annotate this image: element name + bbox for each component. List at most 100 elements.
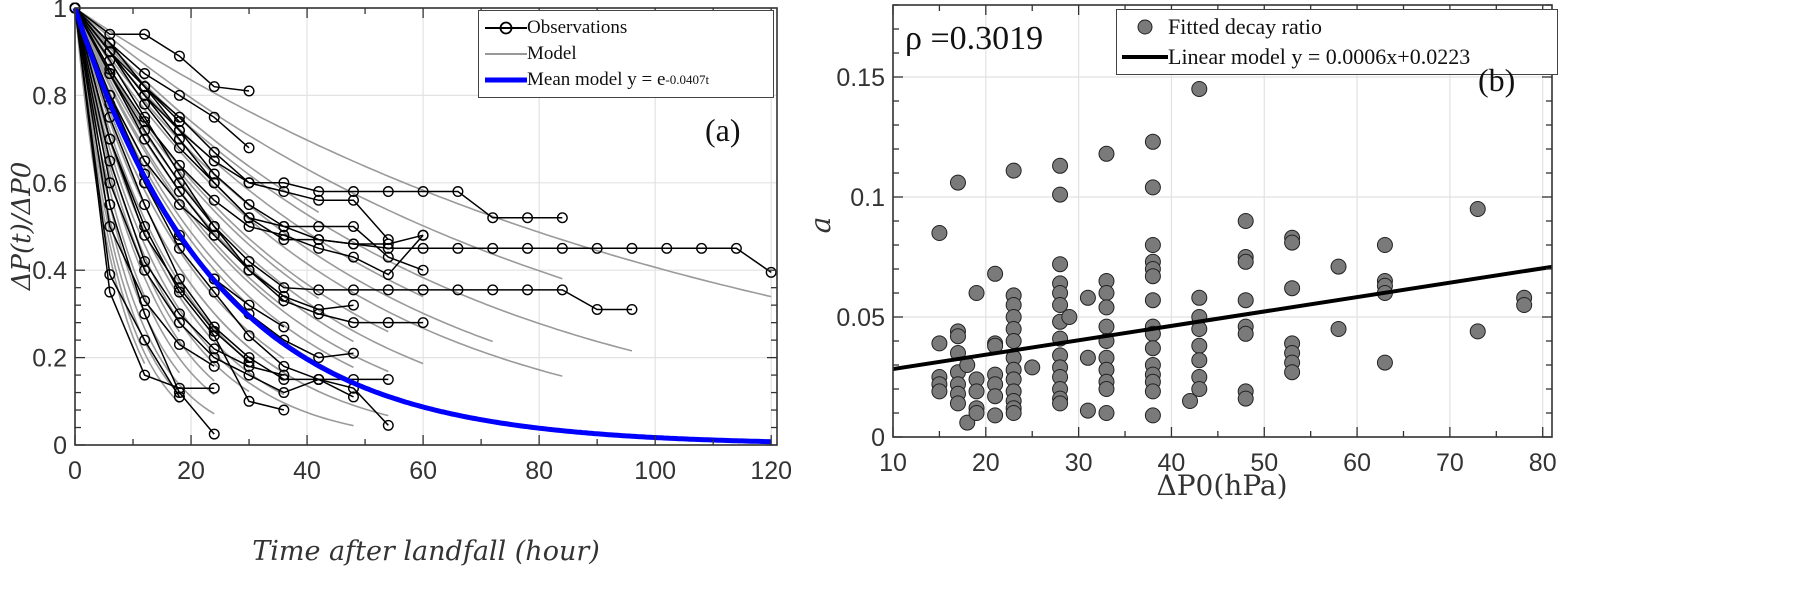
observation-line <box>74 7 563 219</box>
observation-point <box>278 177 290 189</box>
observation-point <box>208 360 220 372</box>
scatter-point <box>931 335 948 352</box>
observation-point <box>278 369 290 381</box>
model-curve <box>74 7 389 417</box>
observation-point <box>173 186 185 198</box>
observation-point <box>208 382 220 394</box>
observation-point <box>173 308 185 320</box>
model-curve <box>74 7 215 415</box>
observation-point <box>243 177 255 189</box>
observation-point <box>278 360 290 372</box>
observation-point <box>208 81 220 93</box>
scatter-point <box>1061 309 1078 325</box>
observation-point <box>173 338 185 350</box>
observation-point <box>626 242 638 254</box>
panel-b-scatter: 10 20 30 40 50 60 70 80 0 0.05 0.1 0.15 <box>836 4 1557 477</box>
observation-point <box>591 242 603 254</box>
scatter-point <box>1052 256 1069 273</box>
scatter-point <box>1191 81 1208 97</box>
observation-point <box>417 186 429 198</box>
observation-line <box>74 7 632 311</box>
scatter-point <box>1052 157 1069 174</box>
observation-point <box>173 177 185 189</box>
observation-line <box>74 7 424 271</box>
observation-point <box>173 133 185 145</box>
panel-b-y-axis-label: a <box>804 217 837 234</box>
observation-point <box>208 343 220 355</box>
legend-label: Linear model y = 0.0006x+0.0223 <box>1168 44 1471 69</box>
observation-point <box>104 37 116 49</box>
observation-point <box>382 234 394 246</box>
observation-point <box>139 369 151 381</box>
observation-point <box>522 284 534 296</box>
observation-point <box>347 186 359 198</box>
scatter-point <box>931 225 948 241</box>
observation-point <box>208 428 220 440</box>
observation-point <box>522 212 534 224</box>
observation-point <box>522 242 534 254</box>
observation-point <box>139 155 151 167</box>
model-curve <box>74 7 354 343</box>
observation-point <box>243 369 255 381</box>
observation-point <box>104 199 116 211</box>
panel-b-label: (b) <box>1478 62 1516 98</box>
observation-point <box>139 89 151 101</box>
observation-point <box>243 142 255 154</box>
x-tick-label: 20 <box>972 449 1000 477</box>
observation-point <box>347 347 359 359</box>
observation-point <box>278 404 290 416</box>
observation-point <box>173 142 185 154</box>
observation-point <box>278 290 290 302</box>
scatter-point <box>1005 333 1022 349</box>
observation-point <box>208 325 220 337</box>
y-tick-label: 0.15 <box>836 64 885 92</box>
scatter-point <box>1182 393 1199 409</box>
observation-point <box>382 317 394 329</box>
observation-point <box>139 229 151 241</box>
scatter-point <box>1284 280 1301 297</box>
observation-point <box>104 68 116 80</box>
scatter-point <box>1079 349 1096 366</box>
scatter-point <box>1144 133 1161 150</box>
observation-point <box>173 168 185 180</box>
x-tick-label: 70 <box>1436 449 1464 477</box>
x-tick-label: 60 <box>1343 449 1371 477</box>
observation-point <box>243 85 255 97</box>
observation-point <box>139 308 151 320</box>
observation-point <box>556 284 568 296</box>
legend-label: Model <box>527 43 577 64</box>
observation-point <box>208 177 220 189</box>
fit-line-icon <box>1122 55 1168 59</box>
observation-line <box>74 7 250 92</box>
observation-point <box>139 68 151 80</box>
observation-point <box>487 284 499 296</box>
observation-point <box>278 220 290 232</box>
scatter-marker-icon <box>1137 19 1153 35</box>
observation-point <box>208 220 220 232</box>
observation-point <box>313 304 325 316</box>
observation-point <box>347 391 359 403</box>
observation-point <box>104 177 116 189</box>
x-tick-label: 60 <box>409 457 437 485</box>
observation-marker-icon <box>485 21 527 35</box>
scatter-point <box>1237 213 1254 229</box>
observation-point <box>173 387 185 399</box>
scatter-point <box>1191 381 1208 397</box>
scatter-point <box>1052 297 1069 313</box>
y-tick-label: 1 <box>53 0 67 23</box>
scatter-point <box>1284 234 1301 251</box>
observation-point <box>139 199 151 211</box>
observation-point <box>278 186 290 198</box>
legend-entry-linear-model: Linear model y = 0.0006x+0.0223 <box>1122 42 1552 72</box>
observation-point <box>347 220 359 232</box>
model-curve <box>74 7 146 364</box>
scatter-point <box>959 414 976 431</box>
y-tick-label: 0.8 <box>32 82 67 110</box>
observation-point <box>417 264 429 276</box>
scatter-point <box>968 383 985 400</box>
panel-b-x-axis-label: ΔP0(hPa) <box>1156 469 1287 502</box>
scatter-point <box>987 407 1004 424</box>
observation-point <box>173 50 185 62</box>
x-tick-label: 40 <box>293 457 321 485</box>
observation-point <box>556 242 568 254</box>
